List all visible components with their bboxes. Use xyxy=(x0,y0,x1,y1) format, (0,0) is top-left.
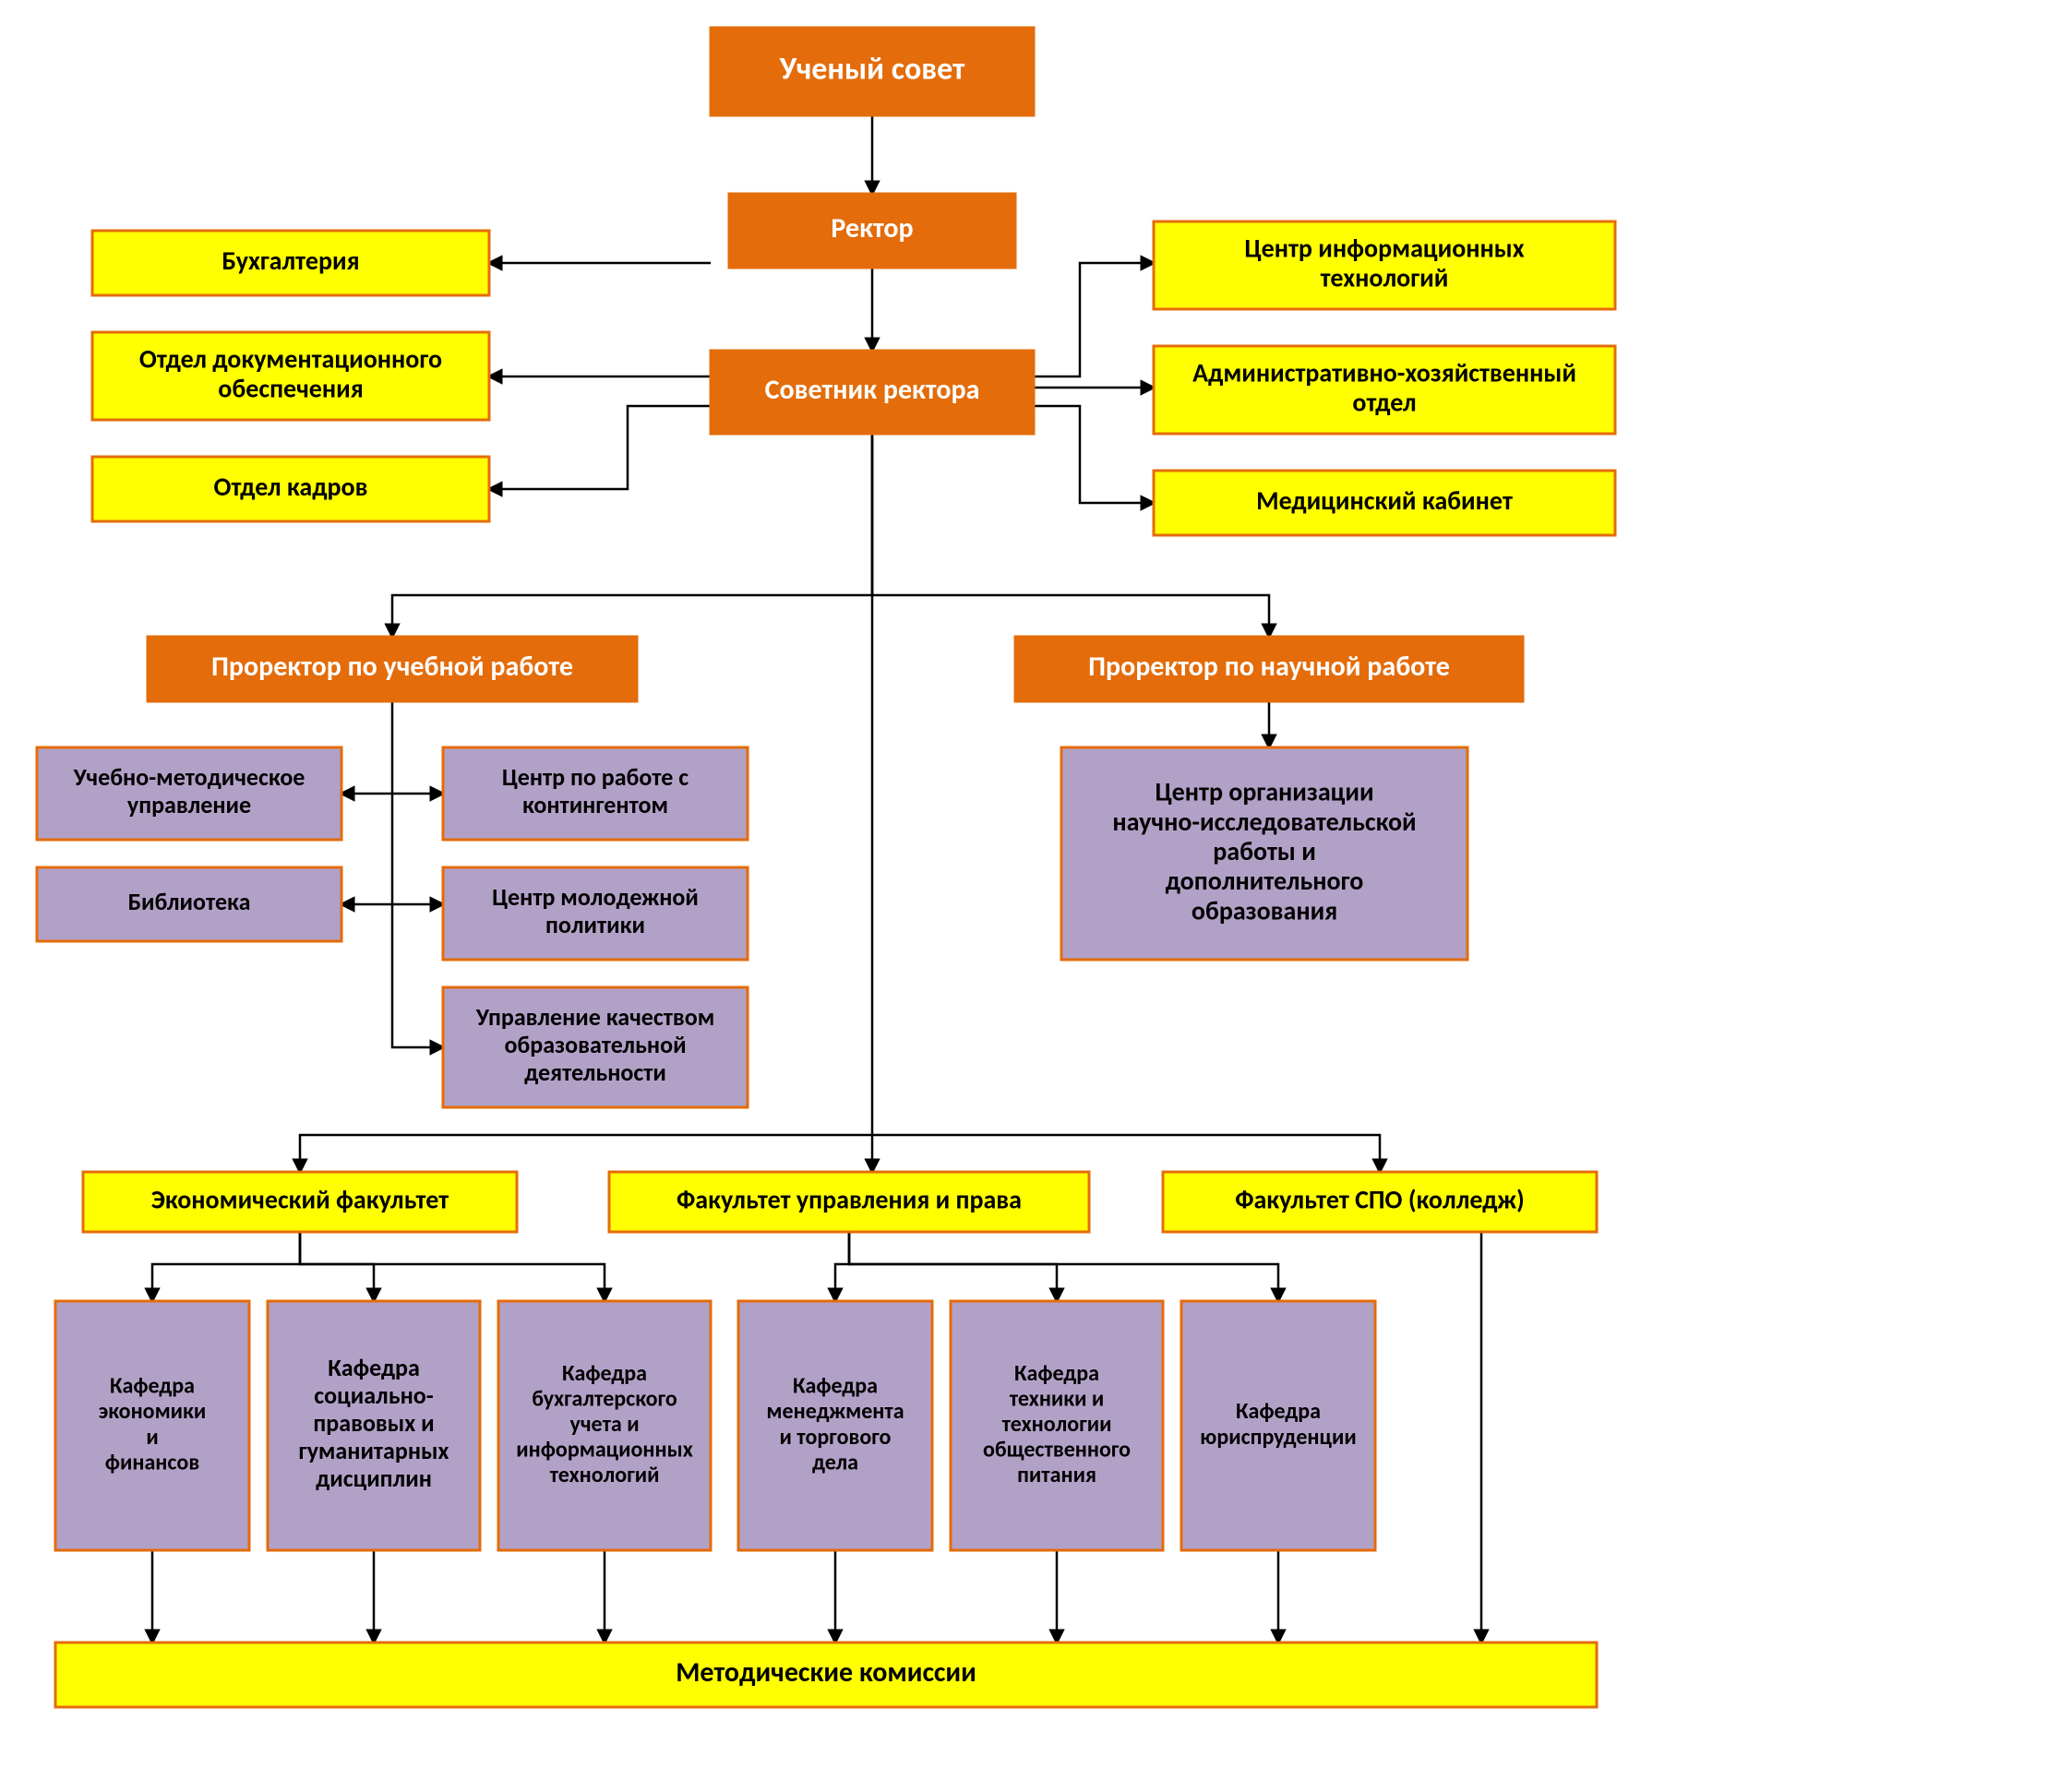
edge xyxy=(849,1232,1057,1301)
node-dept-tech: Кафедратехники итехнологииобщественногоп… xyxy=(951,1301,1163,1550)
node-label: Кафедраэкономикиифинансов xyxy=(99,1372,207,1475)
node-label: Советник ректора xyxy=(765,373,980,407)
edge xyxy=(872,1135,1380,1172)
node-quality-mgmt: Управление качествомобразовательнойдеяте… xyxy=(443,987,748,1107)
node-vice-rector-sci: Проректор по научной работе xyxy=(1015,637,1523,701)
node-method-comm: Методические комиссии xyxy=(55,1643,1597,1707)
node-it-center: Центр информационныхтехнологий xyxy=(1154,221,1615,309)
node-youth-policy: Центр молодежнойполитики xyxy=(443,867,748,960)
node-label: Центр по работе сконтингентом xyxy=(502,762,689,819)
node-advisor: Советник ректора xyxy=(711,351,1034,434)
node-label: Экономический факультет xyxy=(151,1183,449,1215)
node-edu-method: Учебно-методическоеуправление xyxy=(37,747,341,840)
node-label: Проректор по научной работе xyxy=(1088,650,1450,684)
edge xyxy=(300,1232,605,1301)
node-label: Ученый совет xyxy=(779,51,965,89)
node-label: Факультет управления и права xyxy=(677,1183,1022,1215)
node-dept-social: Кафедрасоциально-правовых игуманитарныхд… xyxy=(268,1301,480,1550)
node-label: Отдел кадров xyxy=(214,471,368,503)
edge xyxy=(152,1232,300,1301)
node-admin-econ: Административно-хозяйственныйотдел xyxy=(1154,346,1615,434)
node-rector: Ректор xyxy=(729,194,1015,268)
edge xyxy=(392,701,443,1047)
node-label: Бухгалтерия xyxy=(222,245,359,277)
node-label: Медицинский кабинет xyxy=(1256,484,1513,517)
node-dept-econ-fin: Кафедраэкономикиифинансов xyxy=(55,1301,249,1550)
edge xyxy=(849,1232,1278,1301)
node-dept-accounting: Кафедрабухгалтерскогоучета иинформационн… xyxy=(498,1301,711,1550)
node-accounting: Бухгалтерия xyxy=(92,231,489,295)
node-mgmt-faculty: Факультет управления и права xyxy=(609,1172,1089,1232)
edge xyxy=(835,1232,849,1301)
node-library: Библиотека xyxy=(37,867,341,941)
edge xyxy=(1034,263,1154,376)
node-econ-faculty: Экономический факультет xyxy=(83,1172,517,1232)
edge xyxy=(1034,406,1154,503)
node-label: Проректор по учебной работе xyxy=(211,650,573,684)
node-med-office: Медицинский кабинет xyxy=(1154,471,1615,535)
org-chart: Ученый совет Ректор Советник ректора Бухгал… xyxy=(0,0,2072,1780)
node-dept-mgmt: Кафедраменеджментаи торговогодела xyxy=(738,1301,932,1550)
nodes-layer: Ученый совет Ректор Советник ректора Бухгал… xyxy=(37,28,1615,1707)
node-research-center: Центр организациинаучно-исследовательско… xyxy=(1061,747,1467,960)
edge xyxy=(300,1232,374,1301)
node-spo-faculty: Факультет СПО (колледж) xyxy=(1163,1172,1597,1232)
node-academic-council: Ученый совет xyxy=(711,28,1034,115)
node-label: Ректор xyxy=(831,211,913,245)
edge xyxy=(489,406,711,489)
node-hr: Отдел кадров xyxy=(92,457,489,521)
node-doc-support: Отдел документационногообеспечения xyxy=(92,332,489,420)
node-contingent: Центр по работе сконтингентом xyxy=(443,747,748,840)
edge xyxy=(300,1135,872,1172)
node-label: Факультет СПО (колледж) xyxy=(1235,1183,1525,1215)
node-label: Методические комиссии xyxy=(676,1655,976,1690)
node-vice-rector-edu: Проректор по учебной работе xyxy=(148,637,637,701)
node-label: Библиотека xyxy=(128,887,251,916)
node-dept-law: Кафедраюриспруденции xyxy=(1181,1301,1375,1550)
